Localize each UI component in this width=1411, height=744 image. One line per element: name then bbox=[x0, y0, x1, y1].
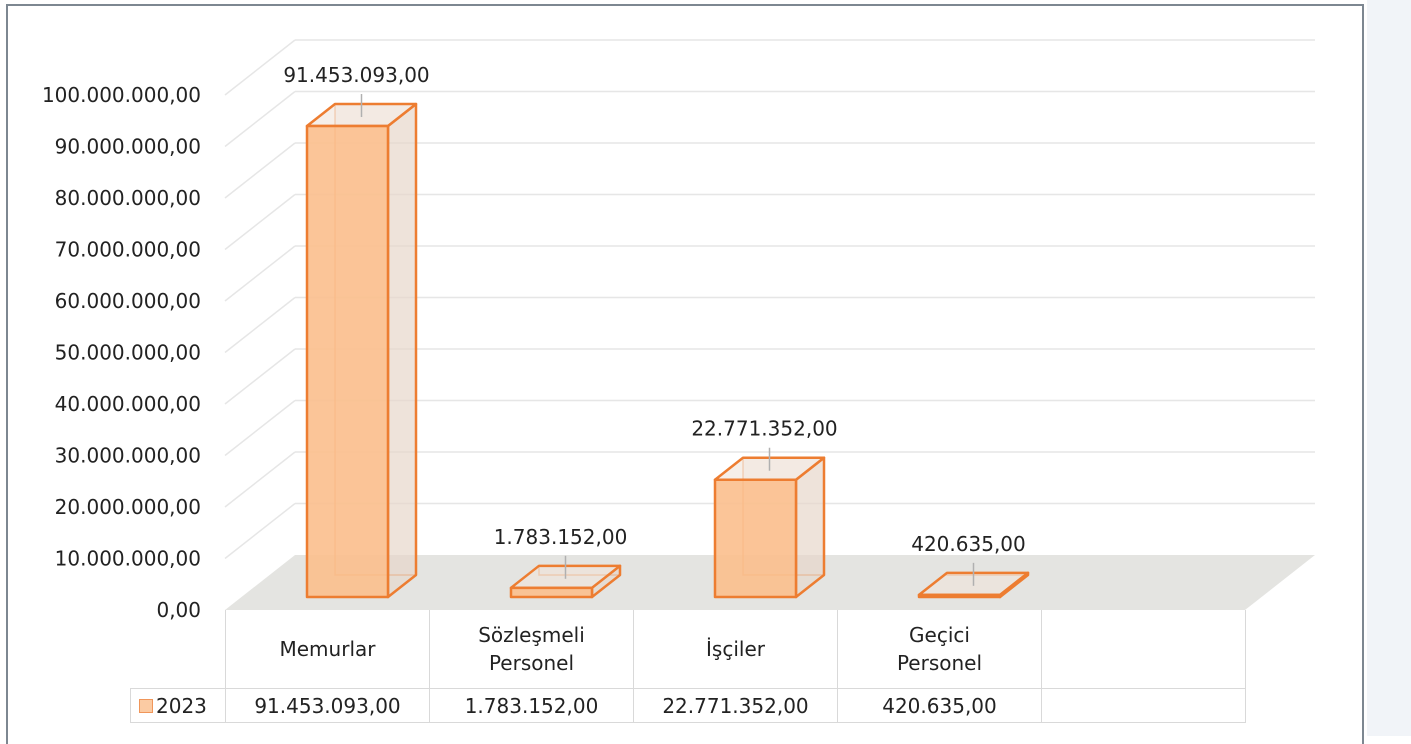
bar-side bbox=[794, 456, 826, 599]
category-label: Geçici Personel bbox=[837, 610, 1042, 689]
grid-line-side bbox=[224, 39, 296, 96]
table-cell bbox=[1041, 610, 1246, 689]
value-label: 91.453.093,00 bbox=[283, 63, 429, 87]
grid-line-side bbox=[224, 399, 296, 457]
y-tick-label: 80.000.000,00 bbox=[55, 186, 201, 210]
bar-side bbox=[386, 102, 418, 599]
grid-line-side bbox=[224, 502, 296, 560]
y-tick-label: 20.000.000,00 bbox=[55, 495, 201, 519]
y-tick-label: 0,00 bbox=[156, 598, 201, 622]
y-tick-label: 100.000.000,00 bbox=[42, 83, 201, 107]
chart-border bbox=[6, 4, 1364, 744]
value-label: 22.771.352,00 bbox=[691, 417, 837, 441]
grid-line-side bbox=[224, 348, 296, 405]
table-value: 91.453.093,00 bbox=[225, 688, 430, 723]
category-label: Sözleşmeli Personel bbox=[429, 610, 634, 689]
y-tick-label: 50.000.000,00 bbox=[55, 341, 201, 365]
grid-line-side bbox=[224, 296, 296, 354]
value-label: 1.783.152,00 bbox=[494, 525, 628, 549]
grid-line-side bbox=[224, 90, 296, 148]
table-value: 22.771.352,00 bbox=[633, 688, 838, 723]
table-value: 420.635,00 bbox=[837, 688, 1042, 723]
y-tick-label: 70.000.000,00 bbox=[55, 238, 201, 262]
grid-line-side bbox=[224, 451, 296, 508]
side-panel bbox=[1367, 0, 1411, 736]
table-cell bbox=[1041, 688, 1246, 723]
y-tick-label: 90.000.000,00 bbox=[55, 135, 201, 159]
category-label: Memurlar bbox=[225, 610, 430, 689]
legend-label: 2023 bbox=[156, 693, 207, 718]
grid-line-side bbox=[224, 193, 296, 251]
y-tick-label: 60.000.000,00 bbox=[55, 289, 201, 313]
y-tick-label: 40.000.000,00 bbox=[55, 392, 201, 416]
y-tick-label: 10.000.000,00 bbox=[55, 547, 201, 571]
category-label: İşçiler bbox=[633, 610, 838, 689]
legend-entry: 2023 bbox=[130, 688, 226, 723]
y-tick-label: 30.000.000,00 bbox=[55, 444, 201, 468]
grid-line-side bbox=[224, 245, 296, 302]
bar-front bbox=[713, 478, 798, 599]
bar-front bbox=[917, 593, 1002, 599]
bar-front bbox=[509, 586, 594, 599]
value-label: 420.635,00 bbox=[911, 532, 1026, 556]
table-value: 1.783.152,00 bbox=[429, 688, 634, 723]
legend-key bbox=[139, 698, 153, 713]
bar-front bbox=[305, 124, 390, 599]
grid-line-side bbox=[224, 142, 296, 199]
